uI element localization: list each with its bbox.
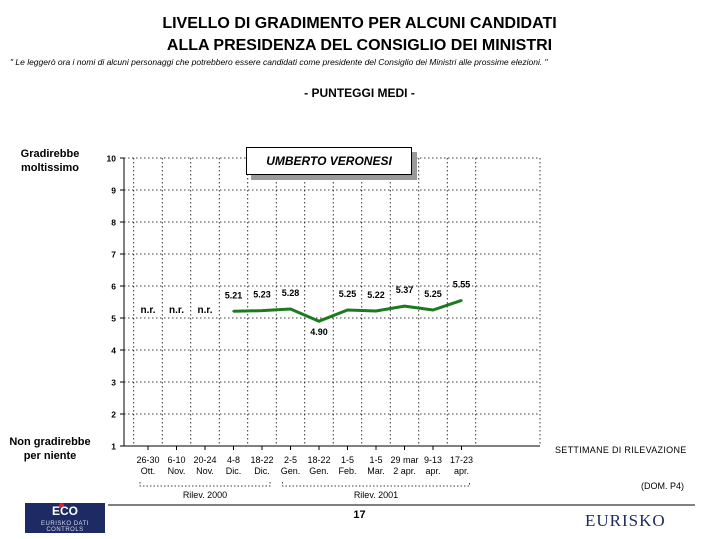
x-tick-label-4-line2: Dic.	[254, 466, 270, 476]
x-axis-title: SETTIMANE DI RILEVAZIONE	[555, 445, 687, 455]
x-tick-label-3-line2: Dic.	[226, 466, 242, 476]
data-label-6: 4.90	[310, 327, 328, 337]
data-point-7	[346, 308, 349, 312]
data-label-9: 5.37	[396, 285, 414, 295]
group-bracket-0	[139, 482, 271, 487]
x-tick-label-6-line2: Gen.	[309, 466, 329, 476]
eco-logo-subtext: EURISKO DATI CONTROLS	[41, 521, 89, 533]
question-note: " Le leggerò ora i nomi di alcuni person…	[10, 57, 548, 67]
y-axis-top-label-line-1: Gradirebbe	[20, 148, 80, 160]
eco-logo: ECO EURISKO DATI CONTROLS	[25, 503, 105, 533]
page-number: 17	[353, 509, 366, 521]
data-point-6	[317, 320, 321, 323]
y-axis-bottom-label-line-1: Non gradirebbe	[9, 436, 91, 448]
y-tick-label-5: 5	[111, 314, 116, 324]
x-tick-label-6-line1: 18-22	[307, 455, 330, 465]
x-tick-label-10-line2: apr.	[425, 466, 440, 476]
data-label-10: 5.25	[424, 289, 442, 299]
data-label-1: n.r.	[169, 305, 184, 316]
data-point-10	[431, 308, 435, 312]
x-tick-label-8-line1: 1-5	[369, 455, 382, 465]
x-tick-label-11-line1: 17-23	[450, 455, 473, 465]
data-point-9	[403, 304, 406, 308]
y-tick-label-6: 6	[111, 282, 116, 292]
group-label-1: Rilev. 2001	[354, 490, 398, 500]
x-tick-label-9-line1: 29 mar	[390, 455, 418, 465]
eco-logo-text: ECO	[51, 504, 78, 518]
x-tick-label-5-line1: 2-5	[284, 455, 297, 465]
source-code: (DOM. P4)	[641, 481, 685, 491]
eurisko-logo: EURISKO	[585, 511, 666, 530]
y-tick-label-2: 2	[111, 410, 116, 420]
chart-title-line-1: LIVELLO DI GRADIMENTO PER ALCUNI CANDIDA…	[162, 15, 557, 32]
y-axis-top-label: Gradirebbe moltissimo	[5, 147, 95, 175]
x-tick-label-0-line1: 26-30	[136, 455, 159, 465]
x-tick-label-1-line2: Nov.	[168, 466, 186, 476]
logo-dot-icon	[59, 503, 64, 508]
data-label-7: 5.25	[339, 289, 357, 299]
x-tick-label-9-line2: 2 apr.	[393, 466, 416, 476]
data-point-5	[289, 307, 292, 311]
y-tick-label-10: 10	[107, 154, 117, 164]
x-tick-label-1-line1: 6-10	[167, 455, 185, 465]
data-point-8	[374, 309, 378, 313]
chart-title-line-2: ALLA PRESIDENZA DEL CONSIGLIO DEI MINIST…	[166, 37, 553, 54]
y-tick-label-7: 7	[111, 250, 116, 260]
data-point-11	[460, 299, 463, 302]
x-tick-label-7-line2: Feb.	[338, 466, 356, 476]
x-tick-label-2-line1: 20-24	[193, 455, 216, 465]
data-label-5: 5.28	[282, 288, 300, 298]
data-label-4: 5.23	[253, 290, 271, 300]
data-point-4	[260, 309, 264, 312]
data-label-8: 5.22	[367, 290, 385, 300]
chart-subtitle: - PUNTEGGI MEDI -	[304, 86, 415, 100]
y-tick-label-9: 9	[111, 186, 116, 196]
data-label-2: n.r.	[197, 305, 212, 316]
y-axis-bottom-label-line-2: per niente	[23, 450, 77, 462]
y-tick-label-4: 4	[111, 346, 116, 356]
data-point-3	[232, 310, 235, 313]
y-axis-top-label-line-2: moltissimo	[20, 162, 80, 174]
y-axis-bottom-label: Non gradirebbe per niente	[5, 435, 95, 463]
x-tick-label-2-line2: Nov.	[196, 466, 214, 476]
data-label-3: 5.21	[225, 290, 243, 300]
data-label-0: n.r.	[140, 305, 155, 316]
x-tick-label-10-line1: 9-13	[424, 455, 442, 465]
group-bracket-1	[282, 482, 470, 487]
x-tick-label-3-line1: 4-8	[227, 455, 240, 465]
data-label-11: 5.55	[453, 279, 471, 289]
y-tick-label-8: 8	[111, 218, 116, 228]
x-tick-label-4-line1: 18-22	[250, 455, 273, 465]
group-label-0: Rilev. 2000	[183, 490, 227, 500]
x-tick-label-7-line1: 1-5	[341, 455, 354, 465]
series-title-box: UMBERTO VERONESI	[246, 147, 412, 175]
x-tick-label-8-line2: Mar.	[367, 466, 385, 476]
x-tick-label-5-line2: Gen.	[281, 466, 301, 476]
x-tick-label-0-line2: Ott.	[141, 466, 156, 476]
y-tick-label-1: 1	[111, 442, 116, 452]
x-tick-label-11-line2: apr.	[454, 466, 469, 476]
y-tick-label-3: 3	[111, 378, 116, 388]
